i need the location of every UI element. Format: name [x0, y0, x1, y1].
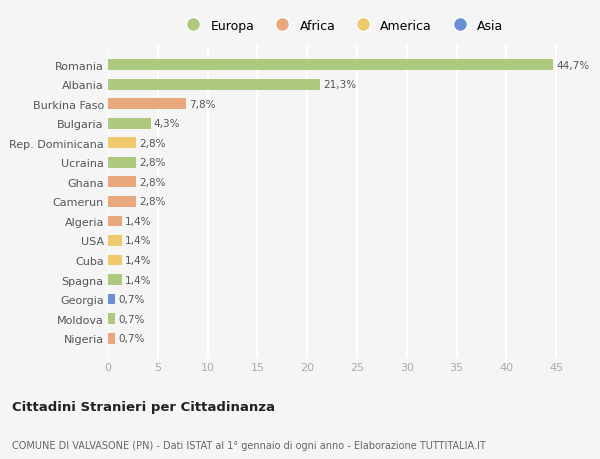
Text: 1,4%: 1,4%: [125, 217, 151, 226]
Text: 2,8%: 2,8%: [139, 178, 166, 187]
Bar: [108, 235, 122, 246]
Bar: [108, 99, 185, 110]
Text: 1,4%: 1,4%: [125, 275, 151, 285]
Text: 44,7%: 44,7%: [556, 61, 589, 70]
Bar: [108, 216, 122, 227]
Bar: [108, 333, 115, 344]
Text: COMUNE DI VALVASONE (PN) - Dati ISTAT al 1° gennaio di ogni anno - Elaborazione : COMUNE DI VALVASONE (PN) - Dati ISTAT al…: [12, 440, 486, 450]
Bar: [108, 177, 136, 188]
Bar: [108, 196, 136, 207]
Legend: Europa, Africa, America, Asia: Europa, Africa, America, Asia: [176, 15, 508, 38]
Text: 7,8%: 7,8%: [188, 100, 215, 109]
Bar: [108, 157, 136, 168]
Bar: [108, 274, 122, 285]
Bar: [108, 138, 136, 149]
Text: 1,4%: 1,4%: [125, 236, 151, 246]
Bar: [108, 255, 122, 266]
Text: 21,3%: 21,3%: [323, 80, 356, 90]
Bar: [108, 79, 320, 90]
Text: 2,8%: 2,8%: [139, 139, 166, 148]
Text: 0,7%: 0,7%: [118, 295, 145, 304]
Bar: [108, 313, 115, 325]
Bar: [108, 294, 115, 305]
Text: 0,7%: 0,7%: [118, 334, 145, 343]
Text: 4,3%: 4,3%: [154, 119, 181, 129]
Text: 2,8%: 2,8%: [139, 197, 166, 207]
Bar: [108, 118, 151, 129]
Text: 0,7%: 0,7%: [118, 314, 145, 324]
Bar: [108, 60, 553, 71]
Text: 1,4%: 1,4%: [125, 256, 151, 265]
Text: Cittadini Stranieri per Cittadinanza: Cittadini Stranieri per Cittadinanza: [12, 400, 275, 413]
Text: 2,8%: 2,8%: [139, 158, 166, 168]
